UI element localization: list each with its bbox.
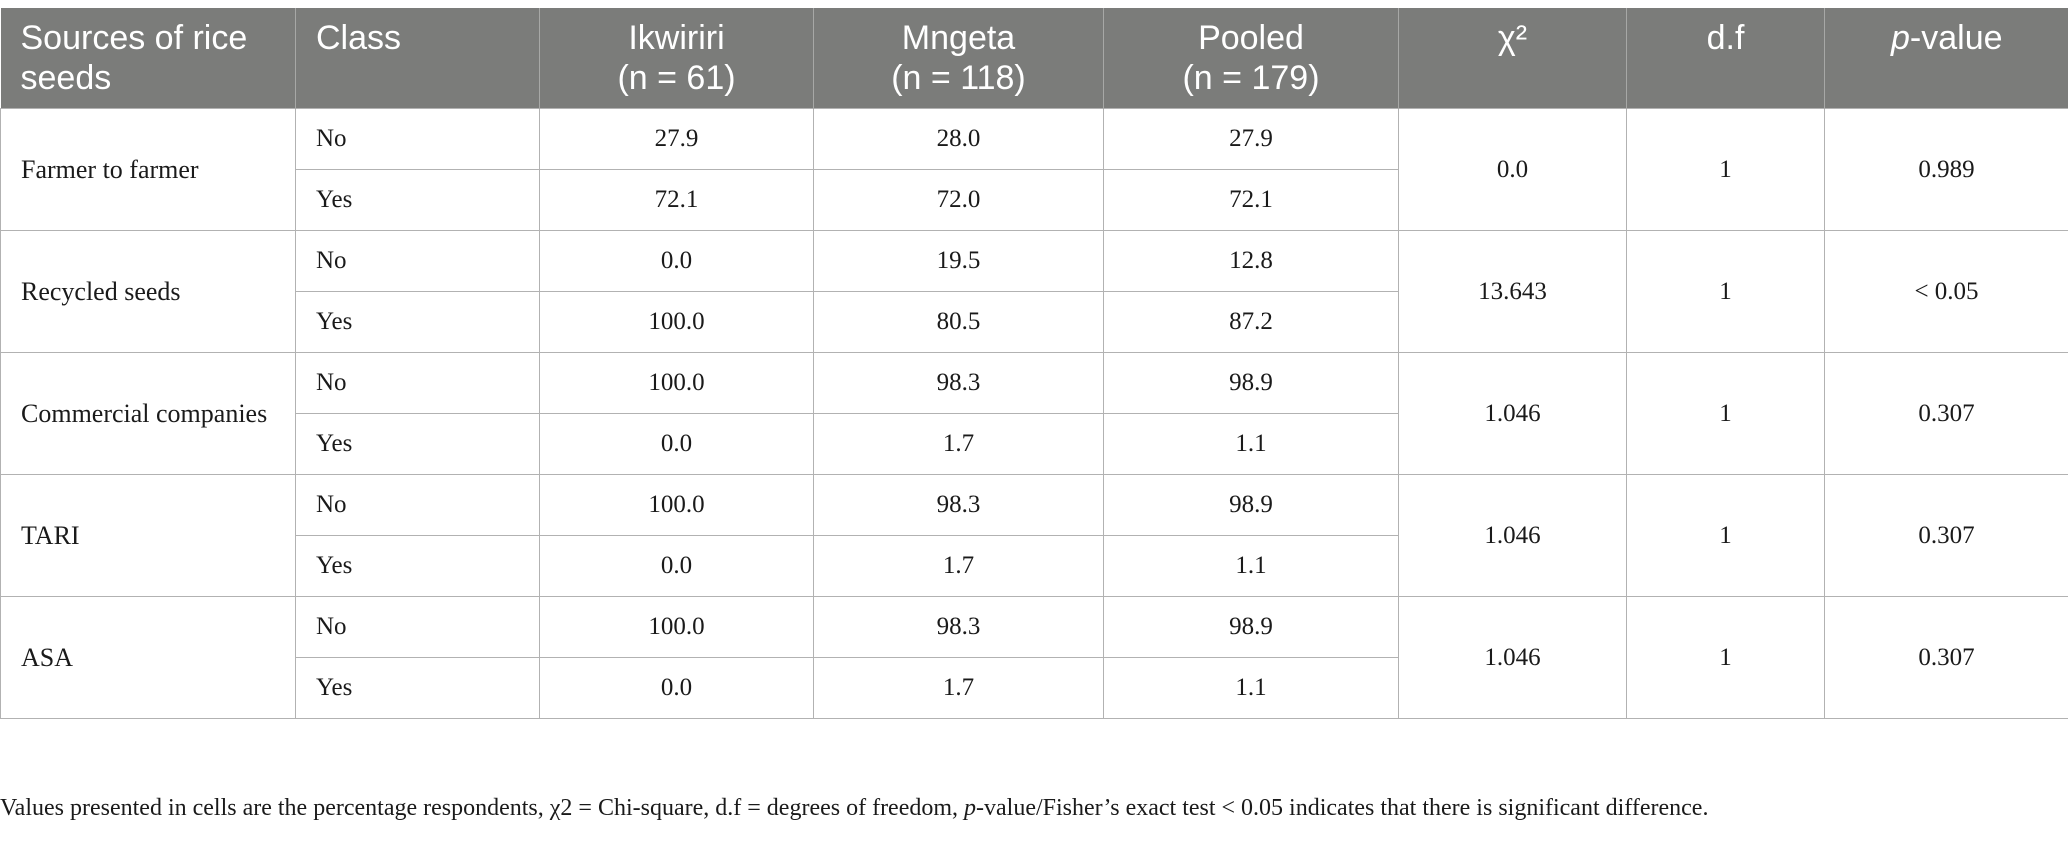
chi-square-cell: 0.0 bbox=[1398, 108, 1627, 231]
ikwiriri-cell: 100.0 bbox=[539, 596, 814, 658]
header-mngeta: Mngeta (n = 118) bbox=[813, 8, 1104, 109]
pooled-cell: 1.1 bbox=[1103, 535, 1399, 597]
ikwiriri-cell: 0.0 bbox=[539, 413, 814, 475]
table-row: Commercial companies No 100.0 98.3 98.9 1.046… bbox=[0, 352, 2068, 475]
pooled-cell: 1.1 bbox=[1103, 657, 1399, 719]
table-footnote: Values presented in cells are the percen… bbox=[0, 795, 1708, 822]
chi-square-cell: 1.046 bbox=[1398, 474, 1627, 597]
source-cell: Farmer to farmer bbox=[0, 108, 296, 231]
header-mngeta-name: Mngeta bbox=[901, 19, 1016, 57]
table-row: Yes 0.0 1.7 1.1 bbox=[1, 535, 2068, 597]
header-p-italic: p bbox=[1890, 19, 1910, 57]
pooled-cell: 72.1 bbox=[1103, 169, 1399, 231]
pooled-cell: 98.9 bbox=[1103, 352, 1399, 414]
table-row: Yes 0.0 1.7 1.1 bbox=[1, 657, 2068, 719]
header-row: Sources of rice seeds Class Ikwiriri (n … bbox=[0, 8, 2068, 109]
pooled-cell: 98.9 bbox=[1103, 596, 1399, 658]
mngeta-cell: 98.3 bbox=[813, 596, 1104, 658]
header-pooled-name: Pooled bbox=[1198, 19, 1304, 57]
p-value-cell: 0.307 bbox=[1824, 352, 2068, 475]
ikwiriri-cell: 27.9 bbox=[539, 108, 814, 170]
ikwiriri-cell: 0.0 bbox=[539, 657, 814, 719]
source-cell: ASA bbox=[0, 596, 296, 719]
class-cell: Yes bbox=[295, 413, 540, 475]
mngeta-cell: 72.0 bbox=[813, 169, 1104, 231]
chi-square-cell: 1.046 bbox=[1398, 596, 1627, 719]
footnote-part2: -value/Fisher’s exact test < 0.05 indica… bbox=[976, 795, 1709, 821]
p-value-cell: < 0.05 bbox=[1824, 230, 2068, 353]
header-pooled: Pooled (n = 179) bbox=[1103, 8, 1399, 109]
pooled-cell: 1.1 bbox=[1103, 413, 1399, 475]
header-p-suffix: -value bbox=[1909, 19, 2003, 57]
mngeta-cell: 19.5 bbox=[813, 230, 1104, 292]
table-row: Yes 0.0 1.7 1.1 bbox=[1, 413, 2068, 475]
header-df: d.f bbox=[1626, 8, 1825, 109]
ikwiriri-cell: 0.0 bbox=[539, 230, 814, 292]
header-p-value: p-value bbox=[1824, 8, 2068, 109]
ikwiriri-cell: 100.0 bbox=[539, 291, 814, 353]
mngeta-cell: 1.7 bbox=[813, 657, 1104, 719]
mngeta-cell: 1.7 bbox=[813, 413, 1104, 475]
header-pooled-n: (n = 179) bbox=[1182, 59, 1320, 97]
header-mngeta-n: (n = 118) bbox=[891, 59, 1026, 97]
pooled-cell: 87.2 bbox=[1103, 291, 1399, 353]
source-cell: Recycled seeds bbox=[0, 230, 296, 353]
mngeta-cell: 80.5 bbox=[813, 291, 1104, 353]
header-class: Class bbox=[295, 8, 540, 109]
df-cell: 1 bbox=[1626, 230, 1825, 353]
header-ikwiriri-n: (n = 61) bbox=[617, 59, 736, 97]
header-source: Sources of rice seeds bbox=[0, 8, 296, 109]
header-chi-square: χ² bbox=[1398, 8, 1627, 109]
class-cell: No bbox=[295, 230, 540, 292]
table-row: Recycled seeds No 0.0 19.5 12.8 13.643 1 < 0.05 bbox=[0, 230, 2068, 353]
source-cell: TARI bbox=[0, 474, 296, 597]
table-body: Farmer to farmer No 27.9 28.0 27.9 0.0 1 0.989 Y… bbox=[0, 108, 2068, 719]
df-cell: 1 bbox=[1626, 474, 1825, 597]
mngeta-cell: 28.0 bbox=[813, 108, 1104, 170]
pooled-cell: 27.9 bbox=[1103, 108, 1399, 170]
table-row: TARI No 100.0 98.3 98.9 1.046 1 0.307 bbox=[0, 474, 2068, 597]
df-cell: 1 bbox=[1626, 108, 1825, 231]
p-value-cell: 0.989 bbox=[1824, 108, 2068, 231]
ikwiriri-cell: 72.1 bbox=[539, 169, 814, 231]
chi-square-cell: 13.643 bbox=[1398, 230, 1627, 353]
df-cell: 1 bbox=[1626, 596, 1825, 719]
class-cell: No bbox=[295, 474, 540, 536]
class-cell: Yes bbox=[295, 535, 540, 597]
pooled-cell: 98.9 bbox=[1103, 474, 1399, 536]
mngeta-cell: 1.7 bbox=[813, 535, 1104, 597]
class-cell: Yes bbox=[295, 291, 540, 353]
class-cell: Yes bbox=[295, 169, 540, 231]
df-cell: 1 bbox=[1626, 352, 1825, 475]
ikwiriri-cell: 100.0 bbox=[539, 474, 814, 536]
class-cell: No bbox=[295, 596, 540, 658]
table-row: Farmer to farmer No 27.9 28.0 27.9 0.0 1 0.989 bbox=[0, 108, 2068, 231]
footnote-part1: Values presented in cells are the percen… bbox=[0, 795, 965, 821]
ikwiriri-cell: 100.0 bbox=[539, 352, 814, 414]
pooled-cell: 12.8 bbox=[1103, 230, 1399, 292]
chi-square-cell: 1.046 bbox=[1398, 352, 1627, 475]
p-value-cell: 0.307 bbox=[1824, 474, 2068, 597]
source-cell: Commercial companies bbox=[0, 352, 296, 475]
class-cell: No bbox=[295, 108, 540, 170]
mngeta-cell: 98.3 bbox=[813, 352, 1104, 414]
rice-seed-sources-table: Sources of rice seeds Class Ikwiriri (n … bbox=[0, 8, 2068, 719]
p-value-cell: 0.307 bbox=[1824, 596, 2068, 719]
ikwiriri-cell: 0.0 bbox=[539, 535, 814, 597]
footnote-p-italic: p bbox=[964, 795, 977, 821]
class-cell: No bbox=[295, 352, 540, 414]
table-row: ASA No 100.0 98.3 98.9 1.046 1 0.307 bbox=[0, 596, 2068, 719]
class-cell: Yes bbox=[295, 657, 540, 719]
header-ikwiriri: Ikwiriri (n = 61) bbox=[539, 8, 814, 109]
mngeta-cell: 98.3 bbox=[813, 474, 1104, 536]
header-ikwiriri-name: Ikwiriri bbox=[628, 19, 725, 57]
